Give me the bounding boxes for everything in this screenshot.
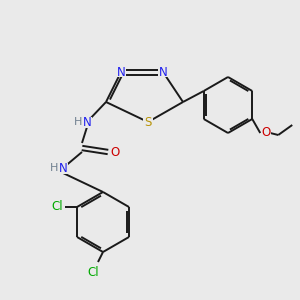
Text: Cl: Cl [51,200,63,214]
Bar [47,202,65,212]
Text: N: N [117,65,125,79]
Bar [143,117,153,127]
Bar [158,67,168,77]
Text: N: N [58,161,68,175]
Bar [116,67,126,77]
Text: H: H [50,163,58,173]
Bar [70,116,92,128]
Bar [261,128,271,138]
Text: O: O [110,146,120,158]
Bar [110,146,121,158]
Text: Cl: Cl [87,266,99,278]
Text: N: N [159,65,167,79]
Text: H: H [74,117,82,127]
Text: N: N [82,116,91,128]
Text: O: O [262,127,271,140]
Text: S: S [144,116,152,128]
Bar [83,266,101,278]
Bar [46,163,68,173]
